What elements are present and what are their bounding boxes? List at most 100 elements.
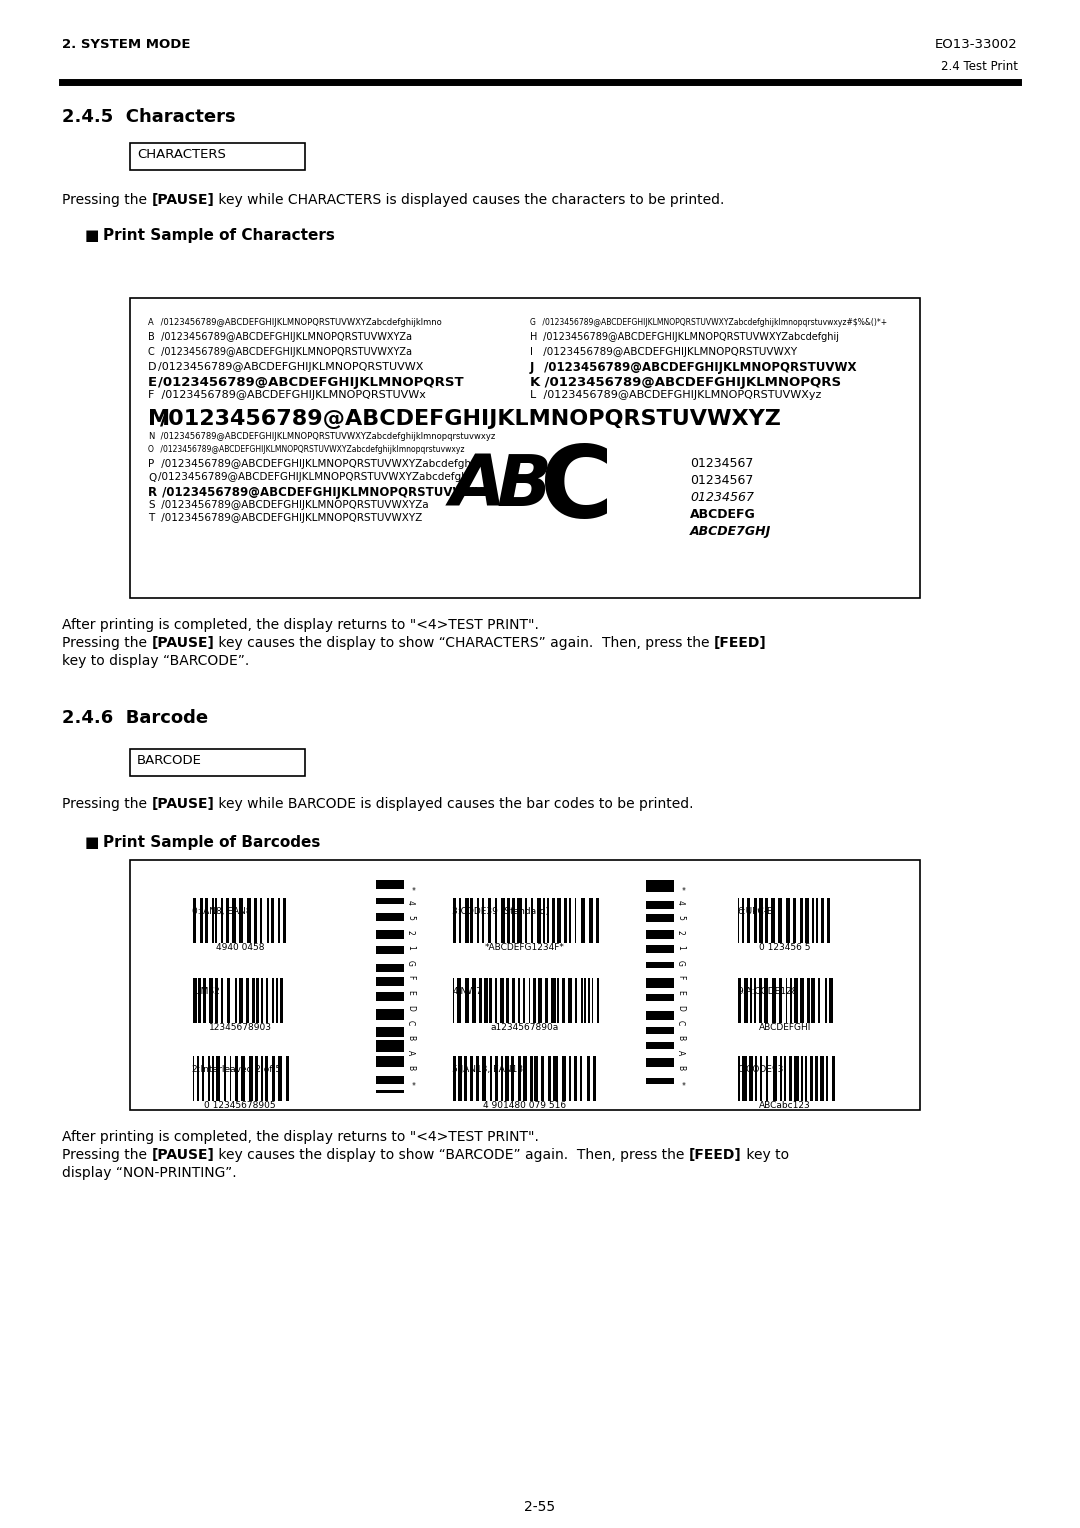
Text: D: D bbox=[148, 362, 157, 371]
Bar bbox=[799, 978, 804, 1022]
Bar bbox=[232, 897, 237, 943]
Text: 4940 0458: 4940 0458 bbox=[216, 943, 265, 952]
Bar bbox=[820, 1056, 824, 1100]
Text: 01234567: 01234567 bbox=[690, 490, 754, 504]
Text: 4 901480 079 516: 4 901480 079 516 bbox=[484, 1102, 567, 1111]
Text: O: O bbox=[148, 446, 153, 454]
Bar bbox=[826, 897, 831, 943]
Bar bbox=[765, 897, 768, 943]
Text: A: A bbox=[450, 452, 505, 521]
Bar bbox=[376, 934, 404, 940]
Bar bbox=[569, 1056, 571, 1100]
Bar bbox=[812, 897, 814, 943]
Bar bbox=[198, 978, 201, 1022]
Bar bbox=[130, 749, 305, 776]
Bar bbox=[738, 1056, 740, 1100]
Bar bbox=[523, 1056, 527, 1100]
Text: I: I bbox=[530, 347, 534, 358]
Bar bbox=[484, 978, 488, 1022]
Bar bbox=[562, 978, 565, 1022]
Text: H: H bbox=[530, 333, 538, 342]
Bar bbox=[537, 897, 541, 943]
Bar bbox=[646, 885, 674, 888]
Bar bbox=[646, 944, 674, 949]
Text: 0 12345678905: 0 12345678905 bbox=[204, 1102, 275, 1111]
Text: Print Sample of Barcodes: Print Sample of Barcodes bbox=[103, 834, 321, 850]
Bar bbox=[281, 978, 283, 1022]
Text: A: A bbox=[148, 318, 153, 327]
Bar bbox=[811, 978, 814, 1022]
Bar bbox=[759, 897, 762, 943]
Text: /0123456789@ABCDEFGHIJKLMNOPQRSTUVWX: /0123456789@ABCDEFGHIJKLMNOPQRSTUVWX bbox=[158, 362, 423, 371]
Bar bbox=[376, 1041, 404, 1047]
Bar bbox=[216, 1056, 220, 1100]
Text: Pressing the: Pressing the bbox=[62, 798, 151, 811]
Text: B: B bbox=[406, 1034, 415, 1041]
Bar bbox=[376, 964, 404, 966]
Bar bbox=[376, 1031, 404, 1036]
Bar bbox=[548, 1056, 551, 1100]
Text: B: B bbox=[148, 333, 154, 342]
Bar bbox=[738, 978, 741, 1022]
Text: key causes the display to show “CHARACTERS” again.  Then, press the: key causes the display to show “CHARACTE… bbox=[214, 636, 714, 649]
Bar bbox=[528, 978, 530, 1022]
Text: B: B bbox=[496, 452, 551, 521]
Text: ABCDE7GHJ: ABCDE7GHJ bbox=[690, 526, 771, 538]
Bar bbox=[569, 897, 571, 943]
Text: EO13-33002: EO13-33002 bbox=[935, 38, 1018, 50]
Bar bbox=[805, 1056, 807, 1100]
Bar bbox=[581, 978, 582, 1022]
Bar bbox=[192, 1056, 194, 1100]
Bar bbox=[646, 1031, 674, 1034]
Text: /0123456789@ABCDEFGHIJKLMNOPQRSTUVWXYZabcdefgh: /0123456789@ABCDEFGHIJKLMNOPQRSTUVWXYZab… bbox=[158, 458, 471, 469]
Bar bbox=[646, 966, 674, 969]
Text: 2. SYSTEM MODE: 2. SYSTEM MODE bbox=[62, 38, 190, 50]
Text: /0123456789@ABCDEFGHIJKLMNOPQRSTUVWXYZabcdefghijklmnopqrstuvwxyz#$%&()*+: /0123456789@ABCDEFGHIJKLMNOPQRSTUVWXYZab… bbox=[540, 318, 887, 327]
Text: 12345678903: 12345678903 bbox=[208, 1024, 271, 1033]
Text: 2-55: 2-55 bbox=[525, 1500, 555, 1514]
Text: key to display “BARCODE”.: key to display “BARCODE”. bbox=[62, 654, 249, 668]
Text: E: E bbox=[148, 376, 157, 390]
Text: 2.4 Test Print: 2.4 Test Print bbox=[941, 60, 1018, 73]
Bar bbox=[535, 1056, 538, 1100]
Text: G: G bbox=[530, 318, 536, 327]
Bar bbox=[239, 978, 243, 1022]
Text: C: C bbox=[540, 442, 613, 539]
Bar bbox=[376, 946, 404, 950]
Bar bbox=[534, 978, 536, 1022]
Bar bbox=[832, 1056, 836, 1100]
Bar bbox=[646, 1057, 674, 1062]
Bar bbox=[646, 998, 674, 1001]
Bar bbox=[495, 897, 497, 943]
Bar bbox=[376, 1015, 404, 1021]
Bar bbox=[215, 978, 218, 1022]
Bar bbox=[575, 897, 577, 943]
Text: F: F bbox=[148, 391, 154, 400]
Bar bbox=[500, 978, 504, 1022]
Bar bbox=[738, 897, 740, 943]
Bar bbox=[786, 897, 791, 943]
Bar bbox=[376, 1079, 404, 1083]
Bar bbox=[646, 1077, 674, 1083]
Bar bbox=[793, 897, 796, 943]
Text: /0123456789@ABCDEFGHIJKLMNOPQRST: /0123456789@ABCDEFGHIJKLMNOPQRST bbox=[158, 376, 463, 390]
Bar bbox=[260, 897, 262, 943]
Text: key to: key to bbox=[742, 1148, 788, 1161]
Bar bbox=[260, 978, 264, 1022]
Bar bbox=[376, 1089, 404, 1093]
Bar bbox=[646, 914, 674, 920]
Bar bbox=[227, 978, 230, 1022]
Bar bbox=[646, 978, 674, 984]
Bar bbox=[205, 897, 208, 943]
Bar bbox=[771, 978, 775, 1022]
Bar bbox=[458, 1056, 462, 1100]
Bar bbox=[376, 981, 404, 983]
Bar bbox=[646, 920, 674, 921]
Text: D: D bbox=[406, 1004, 415, 1010]
Text: Q: Q bbox=[148, 472, 157, 483]
Bar bbox=[376, 992, 404, 996]
Bar bbox=[464, 1056, 468, 1100]
Bar bbox=[212, 897, 214, 943]
Text: /0123456789@ABCDEFGHIJKLMNOPQRSTUVWXYZabcdefghijklmno: /0123456789@ABCDEFGHIJKLMNOPQRSTUVWXYZab… bbox=[158, 318, 442, 327]
Bar bbox=[646, 934, 674, 940]
